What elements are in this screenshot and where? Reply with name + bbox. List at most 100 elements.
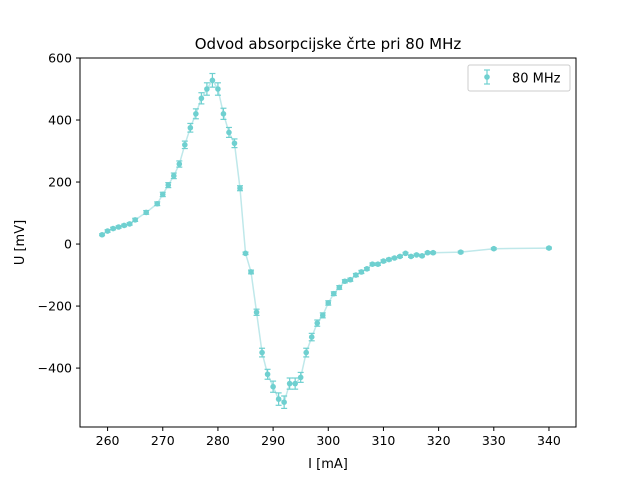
data-marker <box>270 383 276 390</box>
x-tick-label: 290 <box>261 433 285 448</box>
data-marker <box>546 245 552 251</box>
data-point <box>115 224 122 230</box>
data-point <box>545 245 552 251</box>
data-point <box>170 172 177 180</box>
data-marker <box>187 124 194 131</box>
data-point <box>297 371 304 383</box>
data-point <box>281 395 288 409</box>
data-point <box>325 300 332 306</box>
data-marker <box>159 191 166 198</box>
data-point <box>126 221 133 227</box>
data-point <box>198 92 205 105</box>
y-tick-label: 600 <box>48 51 72 66</box>
data-marker <box>110 225 116 232</box>
data-point <box>121 222 128 229</box>
x-tick-label: 340 <box>537 433 561 448</box>
data-point <box>270 380 277 393</box>
data-marker <box>170 173 177 179</box>
data-marker <box>242 250 249 257</box>
data-point <box>192 108 199 120</box>
y-axis-label: U [mV] <box>13 220 28 265</box>
legend-marker <box>484 69 490 85</box>
data-point <box>132 217 139 223</box>
data-marker <box>375 261 381 268</box>
data-point <box>424 249 431 256</box>
data-marker <box>204 86 210 92</box>
data-marker <box>281 399 287 405</box>
plot-area <box>99 72 552 409</box>
data-marker <box>193 111 199 117</box>
data-point <box>225 126 232 138</box>
x-tick-label: 320 <box>427 433 451 448</box>
data-point <box>237 185 243 192</box>
data-point <box>99 231 106 238</box>
legend-label-80mhz: 80 MHz <box>512 72 561 87</box>
x-tick-label: 270 <box>151 433 175 448</box>
data-point <box>248 269 255 275</box>
data-point <box>397 253 403 260</box>
x-axis-label: I [mA] <box>308 457 348 472</box>
y-tick-label: −400 <box>38 361 72 376</box>
data-marker <box>220 111 227 117</box>
data-point <box>275 392 282 406</box>
data-point <box>413 252 420 258</box>
y-tick-label: 0 <box>64 237 72 252</box>
data-marker <box>253 309 260 316</box>
data-marker <box>176 161 183 167</box>
y-tick-label: −200 <box>38 299 72 314</box>
data-marker <box>248 269 254 275</box>
data-marker <box>353 272 359 278</box>
data-marker <box>380 258 387 264</box>
data-point <box>358 269 365 275</box>
data-marker <box>292 380 298 387</box>
data-marker <box>215 86 221 92</box>
data-marker <box>402 250 409 257</box>
data-point <box>319 312 326 319</box>
data-point <box>363 266 370 272</box>
data-point <box>380 258 387 264</box>
data-marker <box>408 253 414 260</box>
data-marker <box>386 256 392 263</box>
x-tick-label: 300 <box>316 433 340 448</box>
data-point <box>419 253 426 259</box>
data-point <box>214 82 221 96</box>
data-point <box>264 368 271 380</box>
data-marker <box>490 245 497 252</box>
data-marker <box>457 249 464 255</box>
data-marker <box>275 396 282 402</box>
data-point <box>181 140 188 150</box>
data-point <box>209 72 216 88</box>
data-marker <box>198 95 205 102</box>
data-point <box>402 250 409 257</box>
y-tick-label: 200 <box>48 175 72 190</box>
data-marker <box>121 222 127 229</box>
data-marker <box>209 77 216 84</box>
data-marker <box>231 140 238 147</box>
data-point <box>347 276 354 283</box>
data-marker <box>104 228 111 234</box>
data-point <box>187 122 194 133</box>
data-point <box>330 290 337 297</box>
data-point <box>286 377 293 390</box>
data-marker <box>430 249 436 256</box>
data-marker <box>99 231 105 238</box>
data-marker <box>424 249 431 256</box>
data-marker <box>264 371 271 378</box>
legend-dot <box>484 74 490 80</box>
data-marker <box>308 334 315 340</box>
chart-title: Odvod absorpcijske črte pri 80 MHz <box>195 35 462 53</box>
data-point <box>231 138 238 149</box>
data-marker <box>347 276 354 283</box>
legend: 80 MHz <box>467 64 571 92</box>
data-point <box>385 256 392 263</box>
x-tick-label: 310 <box>372 433 396 448</box>
data-marker <box>143 209 150 216</box>
x-tick-label: 260 <box>96 433 120 448</box>
data-point <box>336 284 343 291</box>
data-point <box>165 182 172 189</box>
data-marker <box>391 255 398 261</box>
data-point <box>457 249 464 255</box>
data-marker <box>330 290 337 297</box>
data-point <box>253 308 260 316</box>
